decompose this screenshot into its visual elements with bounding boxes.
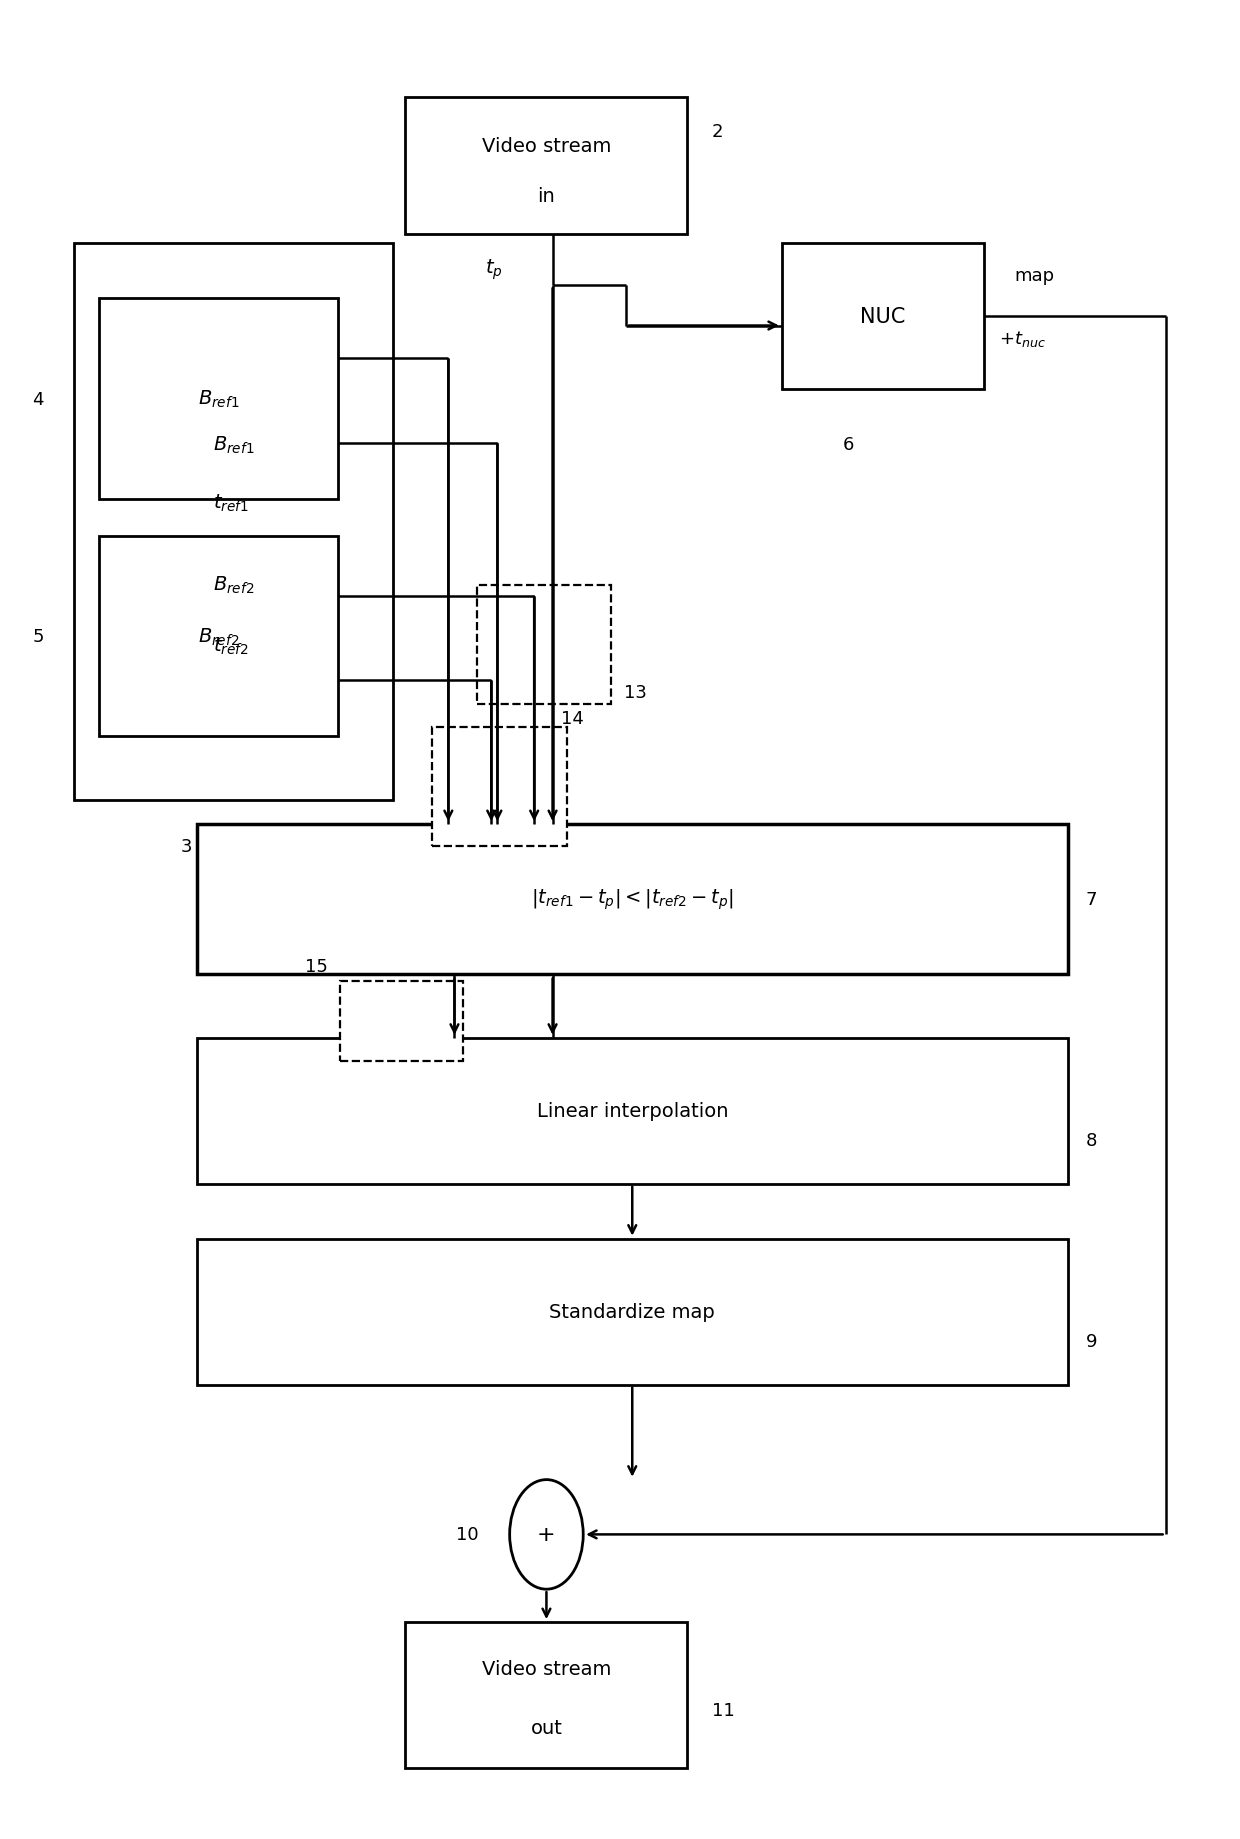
Text: 7: 7	[1086, 890, 1097, 908]
Text: map: map	[1014, 267, 1055, 285]
Bar	[405, 97, 687, 235]
Text: $B_{ref1}$: $B_{ref1}$	[213, 434, 254, 456]
Text: +: +	[537, 1525, 556, 1545]
Text: $t_{ref2}$: $t_{ref2}$	[213, 634, 249, 657]
Text: 2: 2	[712, 123, 723, 142]
Text: 11: 11	[712, 1701, 735, 1719]
Text: 5: 5	[32, 627, 43, 645]
Text: $B_{ref2}$: $B_{ref2}$	[197, 625, 239, 647]
Text: $+ t_{nuc}$: $+ t_{nuc}$	[999, 329, 1045, 349]
Text: 8: 8	[1086, 1131, 1097, 1149]
Bar	[99, 537, 339, 737]
Bar	[197, 1239, 1068, 1385]
Text: Standardize map: Standardize map	[549, 1302, 715, 1322]
Text: $B_{ref1}$: $B_{ref1}$	[197, 388, 239, 410]
Bar	[197, 1039, 1068, 1184]
Text: $B_{ref2}$: $B_{ref2}$	[213, 576, 254, 596]
Text: Video stream: Video stream	[482, 1659, 611, 1679]
Text: $t_p$: $t_p$	[485, 257, 502, 281]
Text: 4: 4	[32, 390, 43, 408]
Bar	[405, 1622, 687, 1767]
Text: NUC: NUC	[861, 307, 905, 327]
Text: out: out	[531, 1718, 563, 1736]
Bar	[433, 728, 567, 846]
Bar	[341, 982, 463, 1061]
Text: Linear interpolation: Linear interpolation	[537, 1102, 728, 1120]
Bar	[197, 824, 1068, 975]
Text: 9: 9	[1086, 1331, 1097, 1350]
Bar	[476, 585, 611, 704]
Text: 14: 14	[562, 710, 584, 728]
Text: 3: 3	[180, 837, 192, 855]
Text: 15: 15	[305, 958, 329, 977]
Text: $\left|t_{ref1} - t_p\right| < \left|t_{ref2} - t_p\right|$: $\left|t_{ref1} - t_p\right| < \left|t_{…	[531, 886, 734, 912]
Text: 10: 10	[456, 1526, 479, 1543]
Text: 6: 6	[842, 436, 854, 454]
Text: in: in	[538, 188, 556, 206]
Bar	[99, 300, 339, 500]
Text: $t_{ref1}$: $t_{ref1}$	[213, 493, 249, 515]
Bar	[74, 245, 393, 800]
Text: 13: 13	[624, 684, 646, 701]
Text: Video stream: Video stream	[482, 136, 611, 156]
Bar	[782, 245, 985, 390]
